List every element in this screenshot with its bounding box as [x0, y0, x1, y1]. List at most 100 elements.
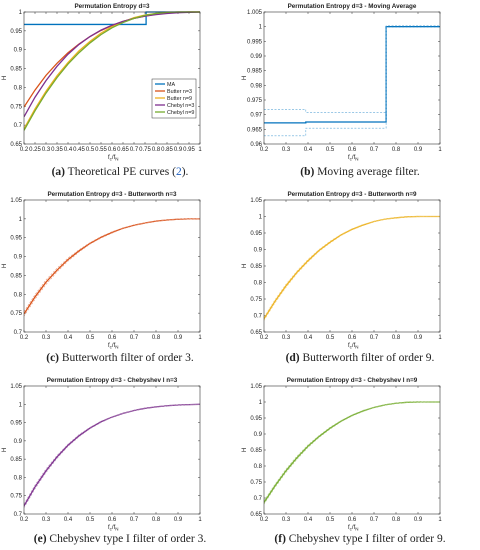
x-tick-label: 1	[438, 517, 442, 523]
x-tick-label: 0.8	[392, 517, 401, 523]
x-tick-label: 0.5	[86, 517, 95, 523]
x-tick-label: 0.9	[414, 517, 423, 523]
x-tick-label: 1	[198, 517, 202, 523]
y-tick-label: 0.8	[254, 464, 263, 470]
y-tick-label: 0.7	[254, 496, 263, 502]
x-tick-label: 0.7	[370, 335, 379, 341]
x-tick-label: 0.75	[139, 147, 151, 153]
x-tick-label: 0.4	[64, 517, 73, 523]
legend-entry: Butter n=3	[167, 89, 192, 95]
y-tick-label: 0.7	[14, 512, 23, 518]
x-axis-label: fc/fN	[348, 343, 359, 350]
caption-text: Chebyshev type I filter of order 9.	[285, 533, 446, 545]
plot-frame	[263, 385, 441, 515]
y-tick-label: 0.75	[10, 311, 22, 317]
y-tick-label: 0.985	[247, 69, 263, 75]
x-tick-label: 0.3	[42, 147, 51, 153]
x-tick-label: 0.9	[174, 517, 183, 523]
x-tick-label: 0.3	[42, 517, 51, 523]
caption-f: (f) Chebyshev type I filter of order 9.	[240, 533, 480, 545]
plot-frame	[23, 11, 201, 145]
chart-title: Permutation Entropy d=3 - Butterworth n=…	[287, 191, 417, 198]
caption-c: (c) Butterworth filter of order 3.	[0, 352, 240, 364]
caption-d: (d) Butterworth filter of order 9.	[240, 352, 480, 364]
y-tick-label: 0.75	[10, 494, 22, 500]
x-tick-label: 0.7	[370, 517, 379, 523]
caption-text: Butterworth filter of order 3.	[59, 352, 194, 364]
x-tick-label: 0.5	[326, 335, 335, 341]
x-tick-label: 0.5	[326, 517, 335, 523]
y-tick-label: 0.9	[254, 248, 263, 254]
panel-d: Permutation Entropy d=3 - Butterworth n=…	[240, 184, 480, 354]
series-line-0	[24, 218, 200, 315]
legend-entry: Butter n=9	[167, 96, 192, 102]
y-tick-label: 0.7	[14, 330, 23, 336]
x-tick-label: 0.8	[392, 335, 401, 341]
chart-e: Permutation Entropy d=3 - Chebyshev I n=…	[2, 377, 202, 532]
y-tick-label: 0.8	[14, 85, 23, 91]
y-tick-label: 0.65	[250, 330, 262, 336]
x-tick-label: 0.4	[304, 517, 313, 523]
chart-title: Permutation Entropy d=3 - Butterworth n=…	[47, 191, 177, 198]
chart-d: Permutation Entropy d=3 - Butterworth n=…	[242, 191, 442, 350]
x-tick-label: 0.3	[282, 517, 291, 523]
caption-label: (c)	[46, 352, 59, 364]
y-axis-label: H	[242, 264, 248, 268]
x-tick-label: 1	[198, 335, 202, 341]
x-tick-label: 0.3	[282, 147, 291, 153]
y-tick-label: 1.05	[10, 384, 22, 390]
x-tick-label: 0.85	[161, 147, 173, 153]
x-tick-label: 0.9	[174, 147, 183, 153]
plot-frame	[23, 385, 201, 515]
x-tick-label: 0.6	[348, 517, 357, 523]
y-tick-label: 0.95	[250, 416, 262, 422]
y-tick-label: 0.65	[10, 142, 22, 148]
y-tick-label: 0.96	[250, 142, 262, 148]
chart-title: Permutation Entropy d=3	[74, 3, 150, 10]
y-tick-label: 0.95	[10, 29, 22, 35]
x-tick-label: 0.5	[86, 147, 95, 153]
x-tick-label: 0.7	[130, 147, 139, 153]
series-line-0	[24, 403, 200, 507]
x-tick-label: 0.2	[260, 335, 269, 341]
y-tick-label: 0.995	[247, 39, 263, 45]
y-tick-label: 0.8	[14, 292, 23, 298]
x-tick-label: 1	[198, 147, 202, 153]
x-tick-label: 0.45	[73, 147, 85, 153]
y-tick-label: 0.85	[10, 457, 22, 463]
caption-b: (b) Moving average filter.	[240, 166, 480, 178]
y-tick-label: 1.005	[247, 10, 263, 16]
x-tick-label: 0.3	[282, 335, 291, 341]
y-tick-label: 0.965	[247, 127, 263, 133]
series-line-0	[264, 401, 440, 503]
series-line-0	[264, 215, 440, 320]
caption-label: (e)	[33, 533, 47, 545]
caption-label: (d)	[285, 352, 300, 364]
caption-reference-link[interactable]: 2	[175, 166, 182, 178]
panel-c: Permutation Entropy d=3 - Butterworth n=…	[0, 184, 240, 354]
y-tick-label: 1.05	[250, 198, 262, 204]
x-axis-label: fc/fN	[108, 525, 119, 532]
series-line-2	[24, 403, 200, 508]
x-axis-label: fc/fN	[108, 343, 119, 350]
panel-f: Permutation Entropy d=3 - Chebyshev I n=…	[240, 370, 480, 535]
chart-title: Permutation Entropy d=3 - Moving Average	[288, 3, 417, 10]
x-tick-label: 0.7	[370, 147, 379, 153]
caption-text: Chebyshev type I filter of order 3.	[46, 533, 207, 545]
x-tick-label: 0.8	[152, 147, 161, 153]
y-tick-label: 0.7	[14, 123, 23, 129]
y-tick-label: 0.75	[250, 297, 262, 303]
x-tick-label: 0.3	[42, 335, 51, 341]
x-tick-label: 1	[438, 335, 442, 341]
y-tick-label: 1.05	[250, 384, 262, 390]
y-tick-label: 0.9	[14, 255, 23, 261]
x-tick-label: 0.6	[348, 335, 357, 341]
caption-a: (a) Theoretical PE curves (2).	[0, 166, 240, 178]
x-tick-label: 0.2	[20, 147, 29, 153]
caption-label: (b)	[300, 166, 315, 178]
panel-a: Permutation Entropy d=3 0.2 0.25 0.3 0.35 0.4…	[0, 0, 240, 162]
x-tick-label: 0.9	[414, 335, 423, 341]
y-tick-label: 0.8	[14, 475, 23, 481]
